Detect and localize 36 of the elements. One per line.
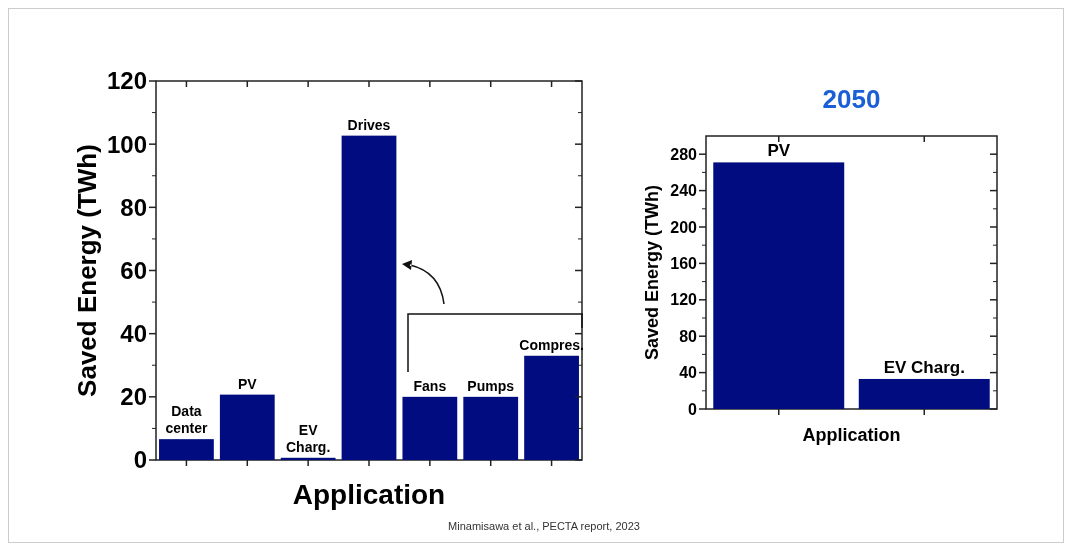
y-tick-label: 120 (106, 67, 147, 95)
x-tick-label: Drives (347, 116, 391, 133)
y-tick-label: 80 (679, 327, 698, 345)
y-tick-label: 160 (670, 255, 698, 272)
y-tick-label: 40 (120, 320, 147, 348)
y-tick-label: 40 (679, 364, 698, 382)
x-axis-title: Application (802, 425, 901, 445)
y-tick-label: 80 (120, 193, 147, 221)
x-tick-label: PV (767, 141, 791, 161)
bar (280, 457, 336, 460)
y-tick-label: 20 (120, 383, 147, 411)
y-tick-label: 280 (670, 145, 698, 163)
bar (159, 439, 214, 460)
bar (463, 396, 519, 460)
y-tick-label: 0 (688, 400, 698, 418)
x-axis-title: Application (292, 479, 446, 510)
chart-title: 2050 (822, 84, 881, 114)
y-tick-label: 120 (670, 291, 698, 309)
x-tick-label: Pumps (467, 377, 515, 394)
x-tick-label: Fans (413, 377, 447, 394)
bar (341, 135, 397, 460)
y-tick-label: 100 (106, 130, 147, 158)
x-tick-label: PV (237, 375, 258, 392)
y-axis-title: Saved Energy (TWh) (642, 184, 662, 361)
y-tick-label: 240 (670, 182, 698, 200)
y-tick-label: 60 (120, 256, 147, 284)
text: Minamisawa et al., PECTA report, 2023 (448, 520, 640, 532)
x-tick-label: EV Charg. (883, 357, 965, 377)
x-tick-label: EV Charg. (285, 421, 331, 455)
bar (219, 394, 275, 460)
bar (402, 396, 458, 460)
bar (524, 355, 579, 460)
y-axis-title: Saved Energy (TWh) (72, 144, 102, 397)
y-tick-label: 0 (133, 446, 147, 474)
y-tick-label: 200 (670, 218, 698, 236)
x-tick-label: Data center (165, 403, 208, 437)
